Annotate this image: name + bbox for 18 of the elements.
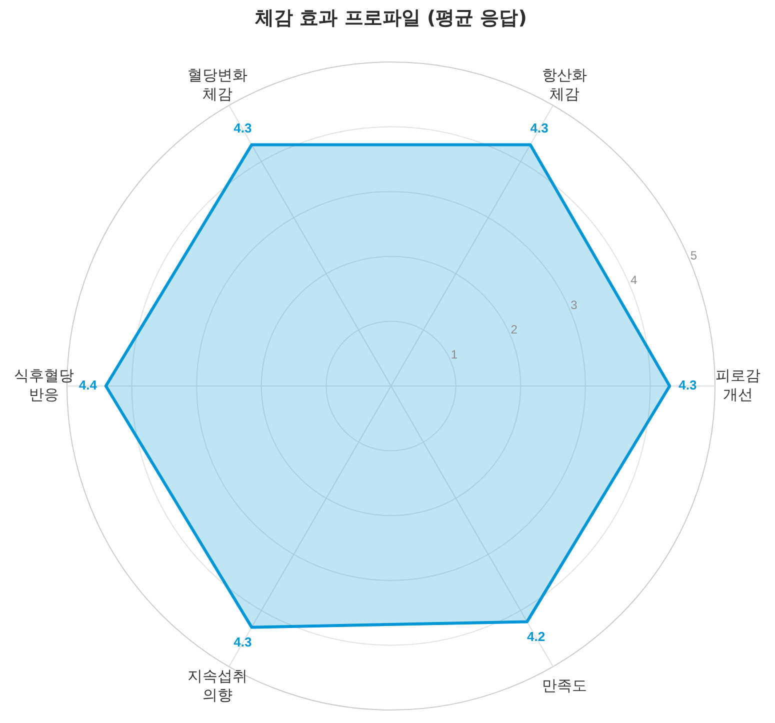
chart-title: 체감 효과 프로파일 (평균 응답) [254, 6, 527, 29]
y-tick-label: 5 [690, 248, 698, 262]
spoke-label: 지속섭취 의향 [188, 666, 248, 704]
spoke-label: 만족도 [542, 676, 587, 694]
spoke-label: 피로감 개선 [716, 366, 760, 404]
y-tick-label: 3 [570, 298, 578, 312]
y-tick-label: 2 [510, 322, 518, 337]
data-label: 4.3 [234, 634, 252, 650]
data-label: 4.2 [527, 628, 546, 644]
spoke-label: 혈당변화 체감 [188, 66, 248, 103]
spoke-label: 식후혈당 반응 [14, 366, 74, 404]
y-tick-label: 1 [450, 348, 458, 362]
data-label: 4.3 [678, 378, 697, 393]
y-tick-label: 4 [630, 273, 638, 288]
data-label: 4.4 [78, 378, 98, 393]
data-label: 4.3 [530, 120, 548, 136]
spoke-label: 항산화 체감 [542, 66, 587, 103]
data-label: 4.3 [234, 120, 252, 136]
